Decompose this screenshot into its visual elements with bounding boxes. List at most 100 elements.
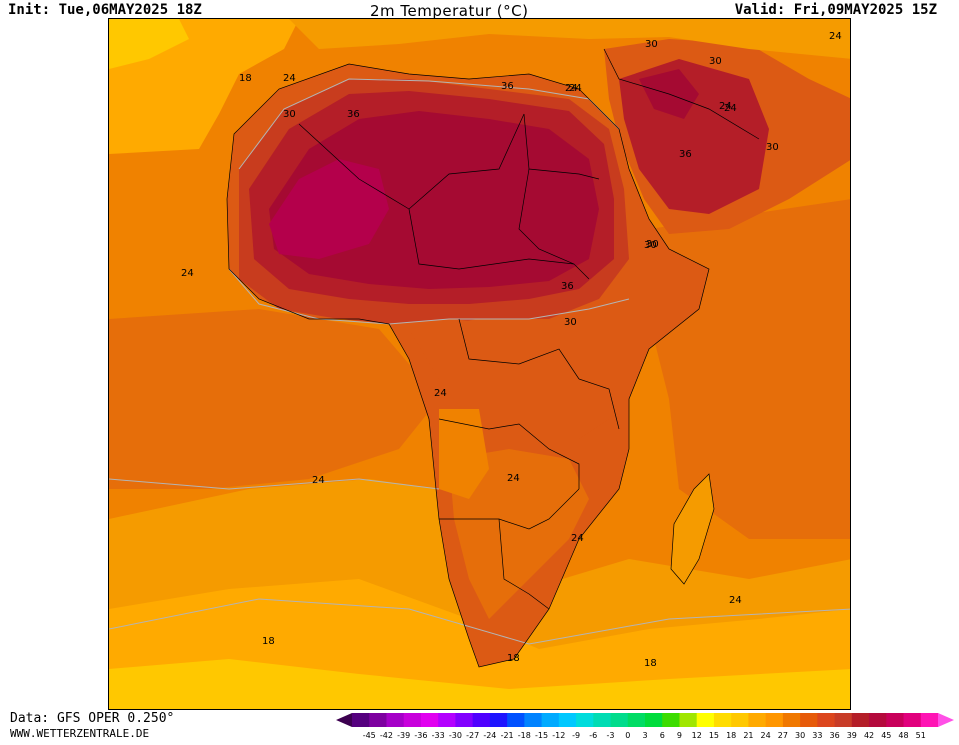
- legend-swatch: [851, 713, 870, 727]
- contour-label: 36: [501, 81, 514, 92]
- legend-tick-label: 15: [709, 731, 719, 740]
- legend-swatch: [782, 713, 801, 727]
- contour-label: 24: [729, 595, 742, 606]
- contour-label: 24: [507, 473, 520, 484]
- contour-label: 24: [565, 83, 578, 94]
- legend-tick-label: -15: [535, 731, 548, 740]
- legend-tick-label: 45: [881, 731, 891, 740]
- legend-tick-label: 3: [642, 731, 647, 740]
- contour-label: 36: [347, 109, 360, 120]
- legend-swatch: [593, 713, 612, 727]
- legend-swatch: [920, 713, 939, 727]
- border-line: [408, 208, 575, 270]
- init-time: Init: Tue,06MAY2025 18Z: [8, 2, 202, 18]
- legend-bar: -45 -42 -39 -36 -33 -30 -27 -24 -21 -18 -15 -12 -9 -6…: [336, 713, 954, 740]
- legend-tick-label: -6: [589, 731, 597, 740]
- temp-band-27-east: [649, 199, 850, 539]
- legend-tick-label: 18: [726, 731, 736, 740]
- contour-label: 24: [571, 533, 584, 544]
- legend-swatches: [352, 713, 939, 727]
- temp-band-42: [269, 159, 389, 259]
- legend-swatch: [386, 713, 405, 727]
- legend-tick-label: 0: [625, 731, 630, 740]
- legend-swatch: [524, 713, 543, 727]
- legend-tick-label: -27: [466, 731, 479, 740]
- legend-swatch: [627, 713, 646, 727]
- legend-tick-label: -24: [483, 731, 496, 740]
- legend-swatch: [662, 713, 680, 727]
- legend-swatch: [472, 713, 491, 727]
- contour-label: 30: [646, 239, 659, 250]
- border-line: [298, 113, 525, 210]
- contour-label: 30: [766, 142, 779, 153]
- website-url: WWW.WETTERZENTRALE.DE: [10, 727, 150, 740]
- isotherm-line: [228, 268, 630, 325]
- legend-swatch: [403, 713, 422, 727]
- legend-tick-label: 6: [660, 731, 665, 740]
- contour-label: 18: [239, 73, 252, 84]
- contour-label: 36: [561, 281, 574, 292]
- border-line: [498, 518, 550, 610]
- legend-tick-label: 39: [847, 731, 857, 740]
- europe-landmass: [289, 19, 850, 59]
- contour-label: 24: [312, 475, 325, 486]
- contour-label: 30: [283, 109, 296, 120]
- legend-tick-label: 21: [743, 731, 753, 740]
- legend-swatch: [869, 713, 887, 727]
- legend-swatch: [800, 713, 818, 727]
- contour-label: 30: [564, 317, 577, 328]
- country-borders: [226, 48, 760, 668]
- legend-tick-label: -39: [397, 731, 410, 740]
- legend-swatch: [541, 713, 560, 727]
- temp-band-15-south: [109, 659, 850, 709]
- legend-tick-label: -42: [380, 731, 393, 740]
- temp-band-highland-24: [439, 409, 489, 499]
- border-line: [438, 418, 580, 489]
- legend-swatch: [903, 713, 922, 727]
- data-source: Data: GFS OPER 0.250°: [10, 711, 175, 726]
- contour-label: 24: [719, 101, 732, 112]
- contour-label: 30: [644, 240, 657, 251]
- temperature-map: 18 24 30 36 24 30 36 24 30 24 30 30 24 2…: [108, 18, 851, 710]
- legend-tick-label: -21: [501, 731, 514, 740]
- contour-label: 24: [181, 268, 194, 279]
- legend-swatch: [420, 713, 439, 727]
- legend-swatch: [886, 713, 905, 727]
- legend-tick-label: 12: [692, 731, 702, 740]
- contour-label: 24: [724, 103, 737, 114]
- contour-label: 18: [507, 653, 520, 664]
- border-line: [603, 48, 760, 140]
- legend-tick-label: -45: [363, 731, 376, 740]
- border-line: [439, 488, 580, 530]
- legend-swatch: [645, 713, 663, 727]
- isotherm-line: [109, 478, 440, 490]
- legend-swatch: [558, 713, 577, 727]
- legend-swatch: [765, 713, 784, 727]
- legend-tick-label: -3: [607, 731, 615, 740]
- contour-label: 24: [434, 388, 447, 399]
- map-title: 2m Temperatur (°C): [370, 2, 529, 20]
- legend-swatch: [576, 713, 594, 727]
- color-legend: -45 -42 -39 -36 -33 -30 -27 -24 -21 -18 -15 -12 -9 -6…: [336, 711, 958, 741]
- temp-band-south-27: [449, 449, 589, 619]
- legend-tick-label: 51: [916, 731, 926, 740]
- contour-labels: 18 24 30 36 24 30 36 24 30 24 30 30 24 2…: [181, 31, 842, 669]
- contour-label: 24: [829, 31, 842, 42]
- legend-tick-label: -36: [414, 731, 427, 740]
- legend-tick-label: -18: [518, 731, 531, 740]
- legend-swatch: [489, 713, 508, 727]
- temp-band-15-north: [109, 19, 189, 69]
- border-line: [523, 113, 600, 180]
- legend-swatch: [696, 713, 715, 727]
- map-canvas: 18 24 30 36 24 30 36 24 30 24 30 30 24 2…: [109, 19, 850, 709]
- temp-band-27-west: [109, 309, 439, 489]
- legend-tick-label: 30: [795, 731, 805, 740]
- legend-swatch: [679, 713, 698, 727]
- legend-tick-label: 24: [761, 731, 771, 740]
- legend-arrow-left: [336, 713, 352, 727]
- legend-tick-label: -9: [572, 731, 580, 740]
- legend-swatch: [610, 713, 629, 727]
- contour-label: 24: [569, 83, 582, 94]
- legend-tick-label: 27: [778, 731, 788, 740]
- coastline: [226, 63, 710, 668]
